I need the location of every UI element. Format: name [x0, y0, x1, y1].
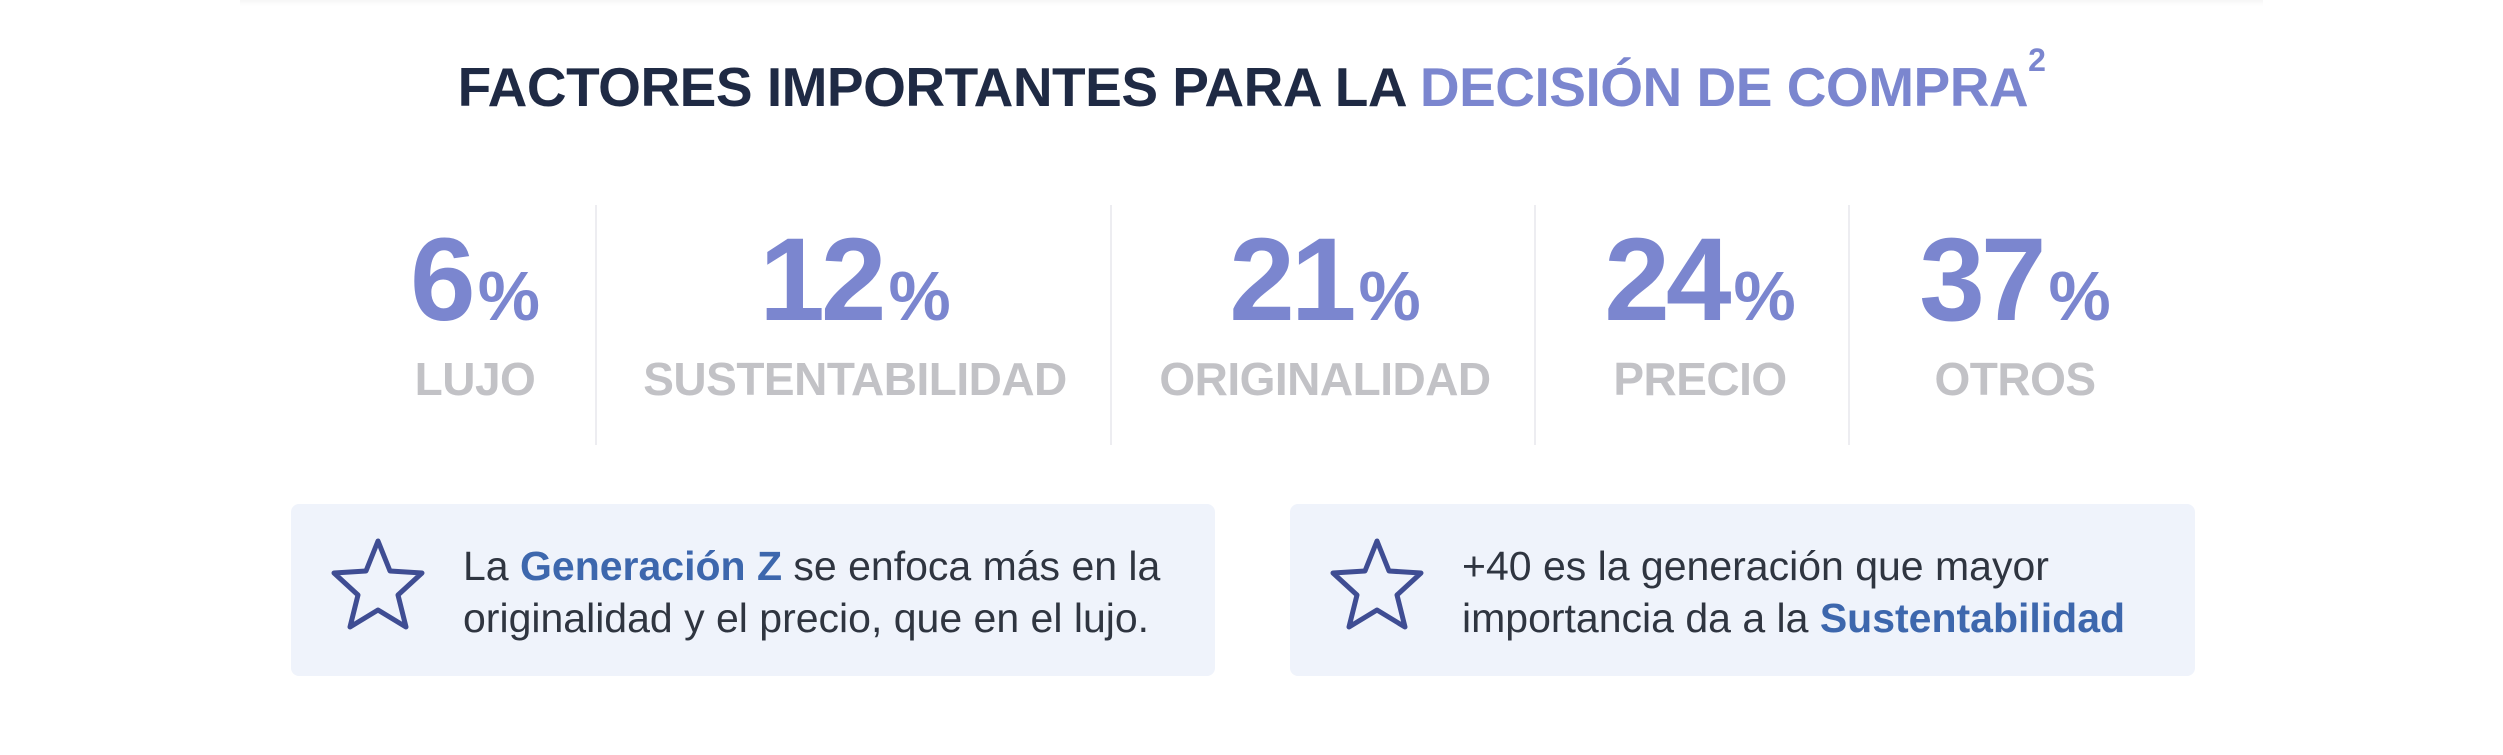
insight-line: importancia da a la Sustentabilidad — [1462, 592, 2125, 644]
title-dark-part: FACTORES IMPORTANTES PARA LA — [457, 56, 1420, 118]
stat-number: 12 — [759, 214, 886, 346]
stat-label: LUJO — [414, 353, 536, 405]
insight-card-gen-z: La Generación Z se enfoca más en la orig… — [291, 504, 1215, 676]
stat-number: 6 — [410, 214, 476, 346]
text-fragment: La — [463, 543, 520, 589]
title-superscript: 2 — [2028, 42, 2046, 78]
stats-row: 6% LUJO 12% SUSTENTABILIDAD 21% ORIGINAL… — [0, 205, 2503, 445]
star-icon — [331, 538, 425, 630]
divider — [595, 205, 597, 445]
stat-percent: % — [2048, 257, 2111, 335]
stat-value: 24% — [1540, 221, 1860, 339]
stat-percent: % — [888, 257, 951, 335]
top-shadow — [240, 0, 2263, 6]
stat-percent: % — [1733, 257, 1796, 335]
stat-percent: % — [1358, 257, 1421, 335]
text-fragment: importancia da a la — [1462, 595, 1820, 641]
stat-precio: 24% PRECIO — [1540, 205, 1860, 445]
stat-originalidad: 21% ORIGINALIDAD — [1115, 205, 1535, 445]
insight-text: +40 es la generación que mayor importanc… — [1462, 540, 2125, 644]
divider — [1848, 205, 1850, 445]
insight-text: La Generación Z se enfoca más en la orig… — [463, 540, 1160, 644]
divider — [1110, 205, 1112, 445]
insight-line: La Generación Z se enfoca más en la — [463, 540, 1160, 592]
insight-line: originalidad y el precio, que en el lujo… — [463, 595, 1150, 641]
stat-label: PRECIO — [1613, 353, 1787, 405]
highlight-sustentabilidad: Sustentabilidad — [1819, 595, 2126, 641]
stat-label: SUSTENTABILIDAD — [643, 353, 1067, 405]
title-accent-part: DECISIÓN DE COMPRA — [1419, 56, 2029, 118]
stat-label: ORIGINALIDAD — [1159, 353, 1491, 405]
insight-card-40-plus: +40 es la generación que mayor importanc… — [1290, 504, 2195, 676]
star-icon — [1330, 538, 1424, 630]
highlight-generacion-z: Generación Z — [520, 543, 783, 589]
stat-percent: % — [477, 257, 540, 335]
stat-otros: 37% OTROS — [1855, 205, 2175, 445]
stat-value: 12% — [610, 221, 1100, 339]
insight-line: +40 es la generación que mayor — [1462, 543, 2049, 589]
stat-value: 21% — [1115, 221, 1535, 339]
stat-sustentabilidad: 12% SUSTENTABILIDAD — [610, 205, 1100, 445]
stat-label: OTROS — [1934, 353, 2096, 405]
stat-number: 21 — [1229, 214, 1356, 346]
stat-value: 6% — [350, 221, 600, 339]
divider — [1534, 205, 1536, 445]
stat-lujo: 6% LUJO — [350, 205, 600, 445]
page-title: FACTORES IMPORTANTES PARA LA DECISIÓN DE… — [0, 44, 2503, 122]
text-fragment: se enfoca más en la — [782, 543, 1161, 589]
stat-value: 37% — [1855, 221, 2175, 339]
stat-number: 37 — [1919, 214, 2046, 346]
stat-number: 24 — [1604, 214, 1731, 346]
